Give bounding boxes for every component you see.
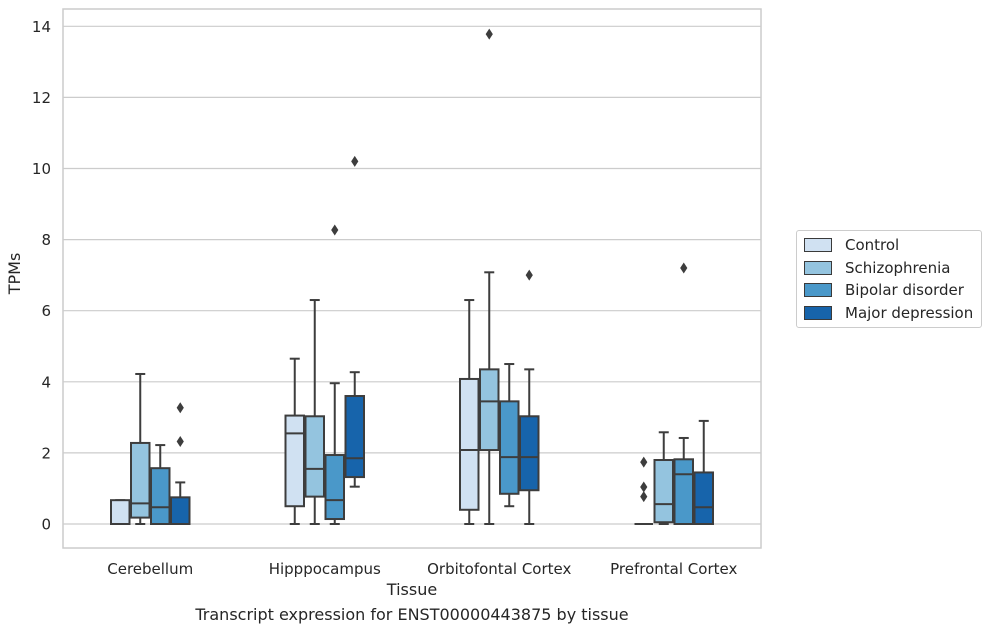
y-tick-label: 6 [41,302,51,320]
box-group [459,299,480,525]
y-tick-label: 12 [32,89,51,107]
outlier-point [331,224,339,236]
box-group [519,269,540,525]
y-tick-label: 10 [32,160,51,178]
box-iqr [170,496,191,525]
outlier-point [485,28,493,40]
y-tick-label: 2 [41,444,51,462]
box-group [479,28,500,525]
y-tick-label: 4 [41,373,51,391]
x-axis-label: Tissue [386,580,437,599]
x-tick-label: Cerebellum [107,560,193,578]
box-iqr [344,395,365,479]
box-group [673,262,694,526]
box-iqr [324,454,345,521]
outlier-point [640,481,648,493]
box-iqr [653,459,674,524]
y-tick-label: 8 [41,231,51,249]
box-iqr [499,400,520,495]
box-iqr [150,467,171,525]
box-group [304,299,325,525]
y-axis-label: TPMs [5,253,24,296]
legend-label: Major depression [845,303,974,322]
box-group [344,155,365,488]
box-iqr [673,458,694,526]
box-iqr [304,415,325,498]
box-iqr [693,471,714,526]
legend-item-major-depression: Major depression [797,302,981,325]
box-group [150,444,171,525]
legend-swatch [804,260,832,275]
box-iqr [459,377,480,511]
outlier-point [525,269,533,281]
box-iqr [284,414,305,508]
legend-item-schizophrenia: Schizophrenia [797,257,981,280]
box-group [130,372,151,525]
plot-frame [62,8,762,549]
box-group [653,431,674,525]
x-tick-label: Orbitofontal Cortex [427,560,571,578]
y-tick-label: 0 [41,516,51,534]
box-iqr [130,441,151,519]
outlier-point [640,491,648,503]
box-group [499,363,520,508]
legend-label: Bipolar disorder [845,281,964,300]
legend-label: Control [845,236,900,255]
legend-item-bipolar-disorder: Bipolar disorder [797,279,981,302]
box-iqr [110,499,131,525]
x-tick-label: Prefrontal Cortex [610,560,737,578]
box-group [634,456,653,525]
chart-legend: Control Schizophrenia Bipolar disorder M… [796,230,982,328]
box-iqr [519,415,540,492]
outlier-point [680,262,688,274]
x-tick-label: Hipppocampus [269,560,381,578]
legend-swatch [804,305,832,320]
box-group [324,224,345,525]
outlier-point [640,456,648,468]
box-group [170,402,191,525]
box-group [110,499,131,525]
outlier-point [176,402,184,414]
box-group [693,419,714,526]
outlier-point [351,155,359,167]
legend-label: Schizophrenia [845,258,951,277]
legend-item-control: Control [797,234,981,257]
box-iqr [479,368,500,452]
legend-swatch [804,283,832,298]
outlier-point [176,436,184,448]
figure-caption: Transcript expression for ENST0000044387… [195,605,629,624]
box-group [284,357,305,525]
y-tick-label: 14 [32,18,51,36]
legend-swatch [804,238,832,253]
